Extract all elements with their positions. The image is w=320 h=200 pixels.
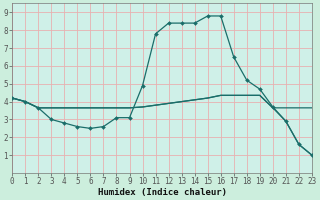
X-axis label: Humidex (Indice chaleur): Humidex (Indice chaleur) [98,188,227,197]
